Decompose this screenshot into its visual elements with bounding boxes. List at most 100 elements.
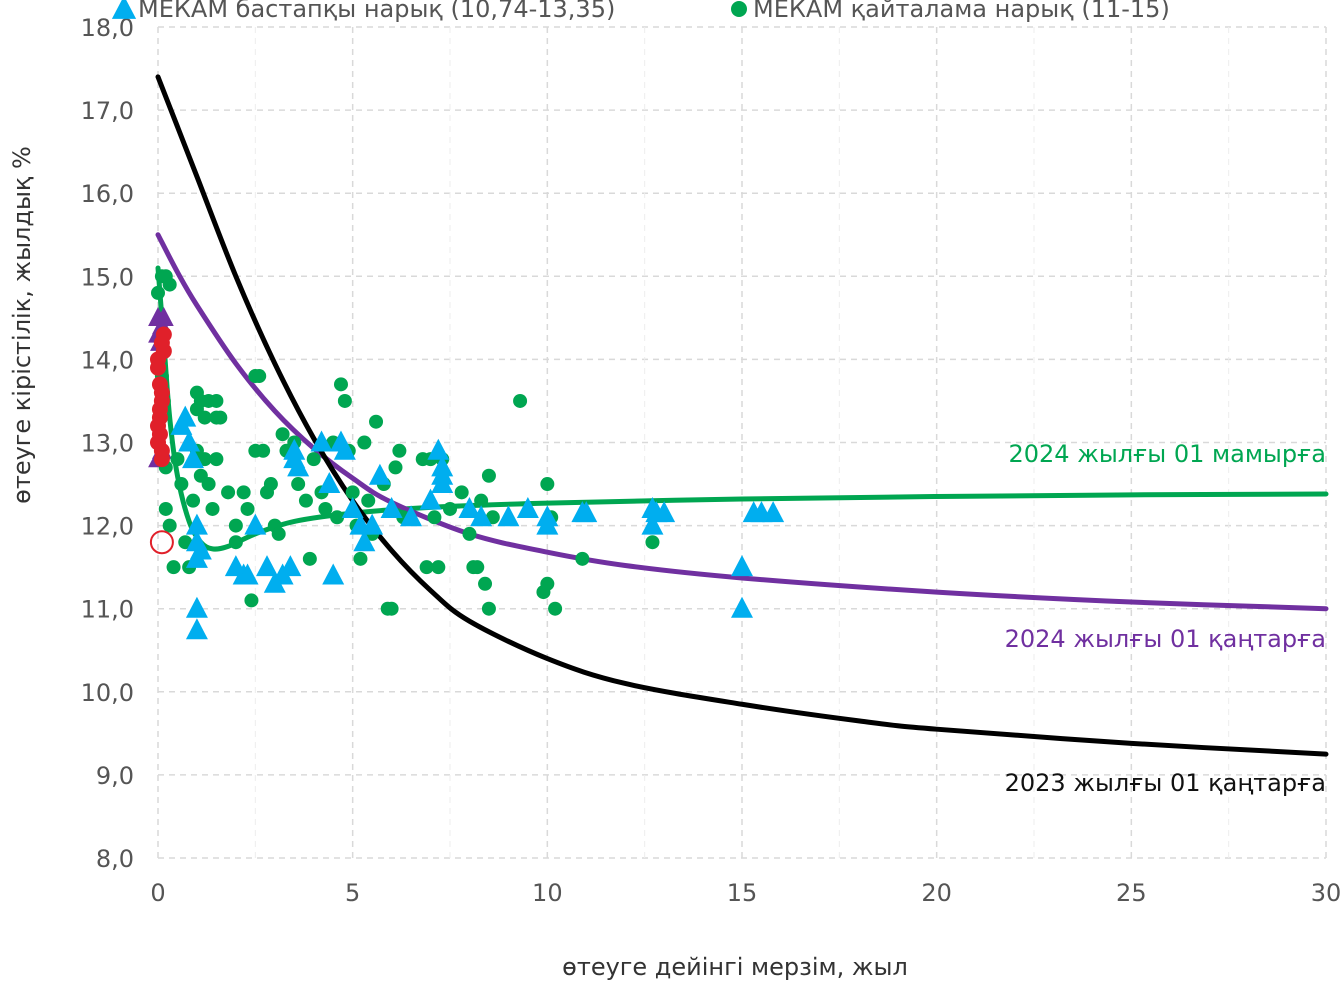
circle-marker <box>205 501 220 516</box>
x-tick-label: 10 <box>532 879 563 907</box>
triangle-marker <box>310 430 333 452</box>
triangle-marker <box>361 513 384 535</box>
y-tick-label: 10,0 <box>81 679 134 707</box>
curve-2024-jan <box>155 232 1329 612</box>
circle-marker <box>388 460 403 475</box>
circle-marker <box>228 535 243 550</box>
triangle-marker <box>185 596 208 618</box>
triangle-marker <box>653 501 676 523</box>
circle-marker <box>209 452 224 467</box>
circle-marker <box>392 443 407 458</box>
triangle-marker <box>762 501 785 523</box>
triangle-marker <box>458 496 481 518</box>
circle-marker <box>454 485 469 500</box>
triangle-marker <box>182 447 205 469</box>
legend-triangle-icon <box>111 0 137 19</box>
circle-marker <box>384 601 399 616</box>
circle-marker <box>221 485 236 500</box>
circle-marker <box>228 518 243 533</box>
x-tick-label: 25 <box>1116 879 1147 907</box>
triangle-marker <box>380 496 403 518</box>
triangle-marker <box>174 405 197 427</box>
circle-marker <box>470 560 485 575</box>
circle-marker <box>271 526 286 541</box>
outlier-marker <box>149 530 174 555</box>
x-tick-label: 15 <box>727 879 758 907</box>
circle-marker <box>244 593 259 608</box>
circle-marker <box>298 493 313 508</box>
triangle-marker <box>516 496 539 518</box>
triangle-marker <box>497 505 520 527</box>
x-tick-label: 0 <box>150 879 165 907</box>
triangle-marker <box>322 563 345 585</box>
circle-marker <box>240 501 255 516</box>
highlight-marker <box>151 376 168 393</box>
x-tick-label: 5 <box>345 879 360 907</box>
circle-marker <box>481 601 496 616</box>
triangle-marker <box>279 555 302 577</box>
triangle-marker <box>318 472 341 494</box>
y-tick-label: 17,0 <box>81 97 134 125</box>
triangle-marker <box>185 513 208 535</box>
circle-marker <box>151 285 165 300</box>
triangle-marker <box>400 505 423 527</box>
y-tick-label: 15,0 <box>81 263 134 291</box>
y-tick-label: 16,0 <box>81 180 134 208</box>
x-axis-title: өтеуге дейінгі мерзім, жыл <box>562 953 908 981</box>
highlight-marker <box>150 417 166 434</box>
triangle-marker <box>333 438 356 460</box>
circle-marker <box>197 410 212 425</box>
circle-marker <box>193 468 208 483</box>
circle-marker <box>170 452 185 467</box>
curve-2023-jan <box>155 74 1329 757</box>
circle-marker <box>485 510 500 525</box>
circle-marker <box>540 576 555 591</box>
circle-marker <box>166 560 181 575</box>
triangle-marker <box>353 530 376 552</box>
y-axis-ticks: 8,09,010,011,012,013,014,015,016,017,018… <box>81 14 134 873</box>
circle-marker <box>178 535 193 550</box>
circle-marker <box>419 560 434 575</box>
circle-marker <box>333 377 348 392</box>
highlight-marker <box>155 326 172 343</box>
circle-marker <box>548 601 563 616</box>
circle-marker <box>275 427 290 442</box>
circle-marker <box>481 468 496 483</box>
circle-marker <box>213 410 228 425</box>
x-tick-label: 20 <box>921 879 952 907</box>
x-axis-ticks: 0 5 10 15 20 25 30 <box>150 879 1341 907</box>
legend-label-secondary: МЕКАМ қайталама нарық (11-15) <box>753 0 1170 23</box>
triangle-marker <box>536 513 559 535</box>
label-2024-may: 2024 жылғы 01 мамырға <box>1008 440 1326 468</box>
circle-marker <box>306 452 321 467</box>
curve-labels: 2024 жылғы 01 мамырға 2024 жылғы 01 қаңта… <box>1005 440 1326 797</box>
legend-circle-icon <box>731 1 747 17</box>
highlight-marker <box>151 401 168 418</box>
circle-marker <box>431 560 446 575</box>
triangle-marker <box>575 501 598 523</box>
circle-marker <box>540 477 555 492</box>
y-tick-label: 14,0 <box>81 346 134 374</box>
y-axis-title: өтеуге кірістілік, жылдық % <box>8 146 36 504</box>
circle-marker <box>443 501 457 516</box>
triangle-marker <box>185 618 208 640</box>
circle-marker <box>575 551 590 566</box>
circle-marker <box>645 535 660 550</box>
circle-marker <box>256 443 271 458</box>
triangle-marker <box>368 463 391 485</box>
triangle-marker <box>283 438 306 460</box>
triangle-marker <box>731 596 753 618</box>
circle-marker <box>263 477 278 492</box>
circle-marker <box>478 576 493 591</box>
circle-marker <box>236 485 251 500</box>
triangle-marker <box>287 455 310 477</box>
y-tick-label: 13,0 <box>81 430 134 458</box>
circle-marker <box>361 493 376 508</box>
label-2024-jan: 2024 жылғы 01 қаңтарға <box>1005 625 1326 653</box>
circle-marker <box>427 510 442 525</box>
circle-marker <box>369 414 384 429</box>
triangle-marker <box>256 555 279 577</box>
triangle-marker <box>178 430 201 452</box>
circle-marker <box>345 485 360 500</box>
